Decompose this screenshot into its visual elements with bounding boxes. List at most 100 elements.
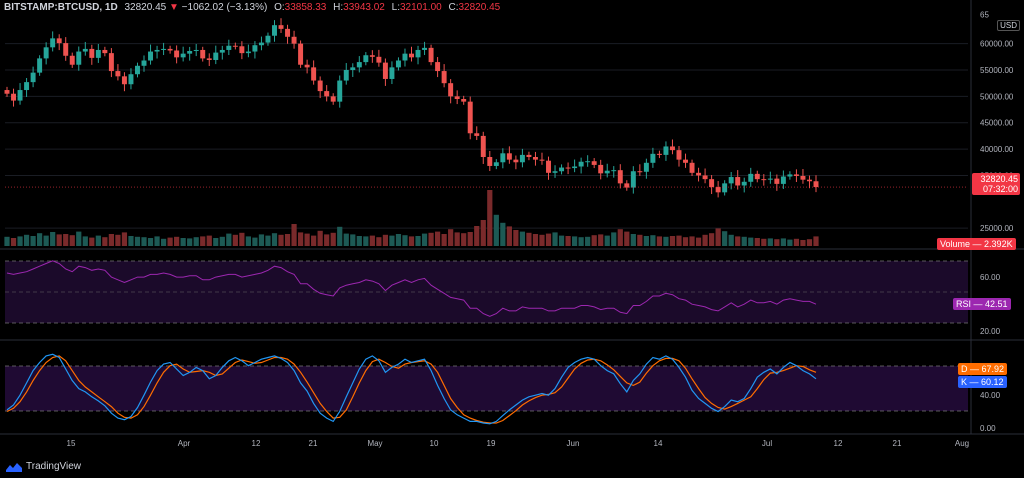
candle-body: [656, 153, 662, 155]
volume-bar: [578, 237, 584, 246]
volume-bar: [480, 220, 486, 246]
symbol-title[interactable]: BITSTAMP:BTCUSD, 1D: [4, 2, 118, 13]
candle-body: [245, 51, 251, 54]
volume-bar: [402, 235, 408, 246]
volume-bar: [102, 237, 108, 246]
candle-body: [806, 179, 812, 182]
volume-bar: [304, 233, 310, 246]
volume-bar: [271, 233, 278, 246]
volume-bar: [532, 234, 539, 246]
candle-body: [441, 71, 447, 84]
candle-body: [285, 28, 291, 37]
candle-body: [115, 71, 121, 77]
volume-bar: [134, 236, 141, 246]
time-tick-label: 21: [893, 439, 902, 448]
candle-body: [591, 161, 597, 165]
candle-body: [363, 55, 369, 63]
volume-bar: [774, 239, 780, 246]
stoch-k-badge-label: K: [961, 377, 968, 387]
volume-bar: [624, 231, 630, 246]
volume-bar: [656, 236, 663, 246]
candle-body: [643, 162, 649, 172]
candle-body: [265, 35, 271, 43]
candle-body: [330, 96, 336, 102]
volume-badge: Volume — 2.392K: [937, 238, 1016, 250]
volume-bar: [611, 232, 617, 246]
currency-label[interactable]: USD: [997, 20, 1020, 31]
stoch-tick-label: 40.00: [980, 391, 1001, 400]
volume-bar: [297, 232, 304, 246]
volume-bar: [50, 232, 56, 246]
candle-body: [741, 181, 747, 186]
volume-bar: [167, 237, 173, 246]
volume-bar: [180, 238, 186, 246]
open-label: O:: [274, 2, 285, 13]
volume-badge-value: 2.392K: [984, 239, 1013, 249]
low-value: 32101.00: [399, 2, 442, 13]
candle-body: [219, 49, 225, 53]
candle-body: [389, 67, 395, 79]
candle-body: [493, 162, 499, 166]
volume-bar: [780, 238, 786, 246]
volume-bar: [56, 234, 62, 246]
candle-body: [226, 45, 232, 50]
volume-bar: [115, 234, 121, 246]
candle-body: [128, 74, 134, 85]
volume-bar: [291, 224, 297, 246]
volume-bar: [506, 226, 512, 246]
candle-body: [585, 161, 591, 163]
candle-body: [232, 45, 238, 47]
tradingview-logo[interactable]: TradingView: [6, 461, 81, 472]
candle-body: [69, 55, 75, 65]
candle-body: [461, 99, 467, 102]
volume-bar: [121, 232, 128, 246]
time-axis[interactable]: 15 Apr 12 21 May 10 19 Jun 14 Jul 12 21 Aug: [67, 439, 970, 448]
candle-body: [754, 173, 760, 180]
volume-bar: [500, 222, 506, 246]
candle-body: [350, 67, 356, 70]
volume-bar: [748, 237, 754, 246]
volume-bar: [200, 236, 206, 246]
volume-bar: [715, 228, 721, 246]
candle-body: [167, 48, 173, 51]
volume-bar: [69, 235, 75, 246]
candle-body: [500, 153, 506, 163]
volume-bar: [4, 236, 10, 246]
volume-bar: [513, 230, 519, 246]
candle-body: [422, 47, 428, 50]
volume-bar: [252, 237, 258, 246]
candle-body: [480, 135, 486, 157]
volume-bar: [813, 236, 819, 246]
candle-body: [467, 101, 473, 134]
candle-body: [676, 150, 682, 160]
stoch-k-line: [6, 353, 817, 425]
price-tick-label: 65: [980, 11, 989, 20]
candle-body: [630, 171, 636, 188]
candle-body: [565, 167, 571, 169]
volume-bar: [30, 236, 36, 246]
low-label: L:: [391, 2, 400, 13]
candle-body: [108, 53, 114, 72]
candle-body: [800, 175, 806, 180]
rsi-badge-label: RSI: [956, 299, 972, 309]
candle-body: [82, 48, 88, 52]
volume-bar: [213, 238, 219, 246]
candle-series[interactable]: [4, 18, 819, 198]
high-label: H:: [333, 2, 344, 13]
stoch-tick-label: 0.00: [980, 424, 996, 433]
candle-body: [689, 162, 695, 173]
volume-bar: [187, 238, 193, 246]
volume-bar: [415, 236, 421, 246]
close-value: 32820.45: [458, 2, 501, 13]
volume-bar: [467, 232, 473, 246]
volume-bar: [265, 235, 271, 246]
candle-body: [761, 179, 767, 181]
volume-bar: [369, 235, 375, 246]
volume-bar: [585, 236, 591, 246]
candle-body: [43, 47, 49, 59]
volume-bar: [676, 235, 682, 246]
volume-bar: [428, 232, 434, 246]
stoch-band: [5, 366, 968, 411]
candle-body: [767, 178, 773, 180]
